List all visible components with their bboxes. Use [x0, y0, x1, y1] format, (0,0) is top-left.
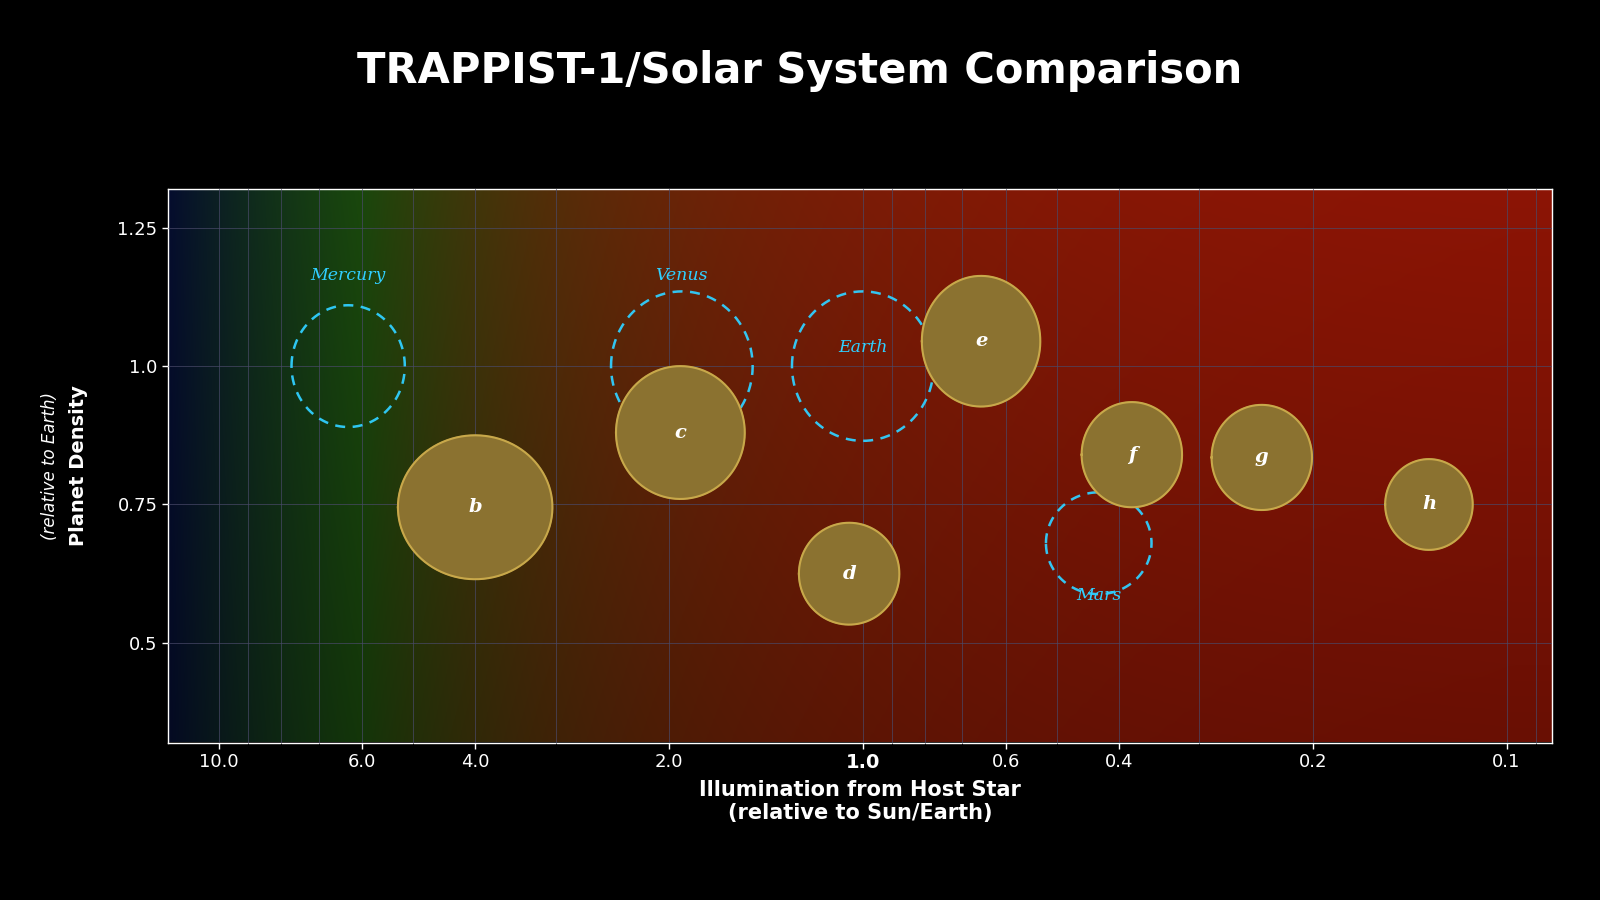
- X-axis label: Illumination from Host Star
(relative to Sun/Earth): Illumination from Host Star (relative to…: [699, 780, 1021, 824]
- Text: Earth: Earth: [838, 339, 888, 356]
- Text: Mercury: Mercury: [310, 267, 386, 284]
- Polygon shape: [1211, 405, 1312, 510]
- Text: b: b: [469, 499, 482, 517]
- Text: Venus: Venus: [656, 267, 709, 284]
- Text: TRAPPIST-1/Solar System Comparison: TRAPPIST-1/Solar System Comparison: [357, 50, 1243, 92]
- Text: f: f: [1128, 446, 1136, 464]
- Polygon shape: [798, 523, 899, 625]
- Text: d: d: [842, 564, 856, 582]
- Polygon shape: [398, 436, 552, 580]
- Polygon shape: [1082, 402, 1182, 508]
- Text: e: e: [974, 332, 987, 350]
- Text: h: h: [1422, 496, 1435, 514]
- Text: Mars: Mars: [1077, 587, 1122, 604]
- Text: g: g: [1254, 448, 1269, 466]
- Polygon shape: [616, 366, 744, 499]
- Polygon shape: [922, 276, 1040, 407]
- Text: Planet Density: Planet Density: [69, 385, 88, 546]
- Polygon shape: [1386, 459, 1472, 550]
- Text: c: c: [675, 424, 686, 442]
- Text: (relative to Earth): (relative to Earth): [42, 392, 59, 540]
